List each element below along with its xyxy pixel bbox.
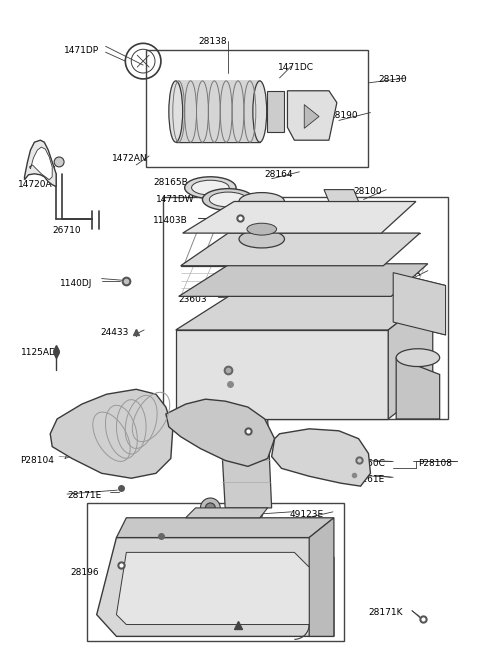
Polygon shape (288, 91, 337, 140)
Circle shape (253, 509, 263, 519)
Polygon shape (396, 358, 440, 419)
Circle shape (173, 569, 185, 581)
Circle shape (224, 510, 236, 522)
Bar (87, 503, 344, 642)
Text: 11403B: 11403B (153, 216, 188, 225)
Bar (163, 197, 447, 419)
Text: 1472AN: 1472AN (111, 154, 147, 163)
Text: 1125AD: 1125AD (21, 348, 57, 357)
Polygon shape (50, 389, 173, 478)
Text: 24433: 24433 (101, 328, 129, 337)
Text: 28111: 28111 (349, 232, 377, 241)
Text: 28171E: 28171E (205, 429, 240, 438)
Text: 28196: 28196 (70, 568, 98, 577)
Polygon shape (117, 518, 334, 537)
Text: 49423A: 49423A (386, 269, 421, 277)
Text: 28138: 28138 (199, 37, 227, 47)
Text: P28104: P28104 (21, 457, 54, 466)
Text: 14720A: 14720A (18, 180, 52, 189)
Text: 28161: 28161 (195, 380, 224, 390)
Text: 28160C: 28160C (139, 578, 174, 587)
Text: 28174H: 28174H (184, 338, 219, 347)
Circle shape (176, 572, 182, 578)
Circle shape (235, 498, 255, 518)
Circle shape (210, 344, 226, 359)
Text: 28171K: 28171K (369, 607, 403, 617)
Polygon shape (176, 295, 433, 330)
Bar (267, 91, 285, 133)
Polygon shape (96, 537, 334, 636)
Text: 23603: 23603 (179, 295, 207, 304)
Text: 28130: 28130 (378, 75, 407, 84)
Bar (146, 51, 369, 167)
Circle shape (214, 348, 222, 356)
Circle shape (201, 498, 220, 518)
Text: 28160C: 28160C (351, 459, 385, 468)
Polygon shape (220, 419, 272, 508)
Ellipse shape (192, 180, 229, 195)
Text: P28108: P28108 (418, 459, 452, 468)
Ellipse shape (209, 192, 247, 207)
Text: 1471DC: 1471DC (277, 63, 313, 72)
Text: 1471DW: 1471DW (156, 195, 194, 203)
Text: 28161E: 28161E (129, 531, 164, 541)
Ellipse shape (169, 81, 183, 142)
Text: 28190: 28190 (329, 111, 358, 119)
Polygon shape (388, 295, 433, 419)
Ellipse shape (239, 193, 285, 211)
Polygon shape (309, 518, 334, 636)
Text: 28165B: 28165B (153, 178, 188, 187)
Polygon shape (183, 201, 416, 233)
Text: 16145: 16145 (216, 510, 244, 519)
Text: 26710: 26710 (52, 226, 81, 236)
Text: 28161E: 28161E (351, 476, 385, 484)
Bar (176, 81, 260, 142)
Text: 1140DJ: 1140DJ (60, 279, 93, 287)
Polygon shape (393, 273, 445, 335)
Text: 28164: 28164 (264, 170, 293, 179)
Polygon shape (272, 429, 371, 486)
Circle shape (54, 157, 64, 167)
Ellipse shape (253, 81, 267, 142)
Text: 1471DP: 1471DP (64, 47, 99, 55)
Polygon shape (24, 140, 56, 187)
Ellipse shape (185, 176, 236, 199)
Text: 28199: 28199 (349, 211, 377, 219)
Polygon shape (166, 399, 275, 466)
Polygon shape (304, 104, 319, 129)
Text: 28160: 28160 (195, 365, 224, 373)
Polygon shape (29, 147, 52, 180)
Circle shape (228, 514, 233, 518)
Polygon shape (240, 201, 285, 239)
Polygon shape (179, 264, 428, 297)
Polygon shape (186, 508, 268, 518)
Polygon shape (180, 233, 420, 266)
Ellipse shape (396, 349, 440, 367)
Polygon shape (176, 330, 388, 419)
Circle shape (240, 503, 250, 513)
Text: 28100: 28100 (354, 187, 382, 195)
Text: 28223A: 28223A (169, 626, 204, 636)
Text: 28171E: 28171E (67, 491, 101, 500)
Ellipse shape (203, 189, 254, 211)
Ellipse shape (247, 223, 276, 235)
Text: 49123E: 49123E (289, 510, 324, 519)
Polygon shape (324, 190, 359, 201)
Polygon shape (117, 552, 309, 625)
Ellipse shape (239, 230, 285, 248)
Circle shape (205, 503, 216, 513)
